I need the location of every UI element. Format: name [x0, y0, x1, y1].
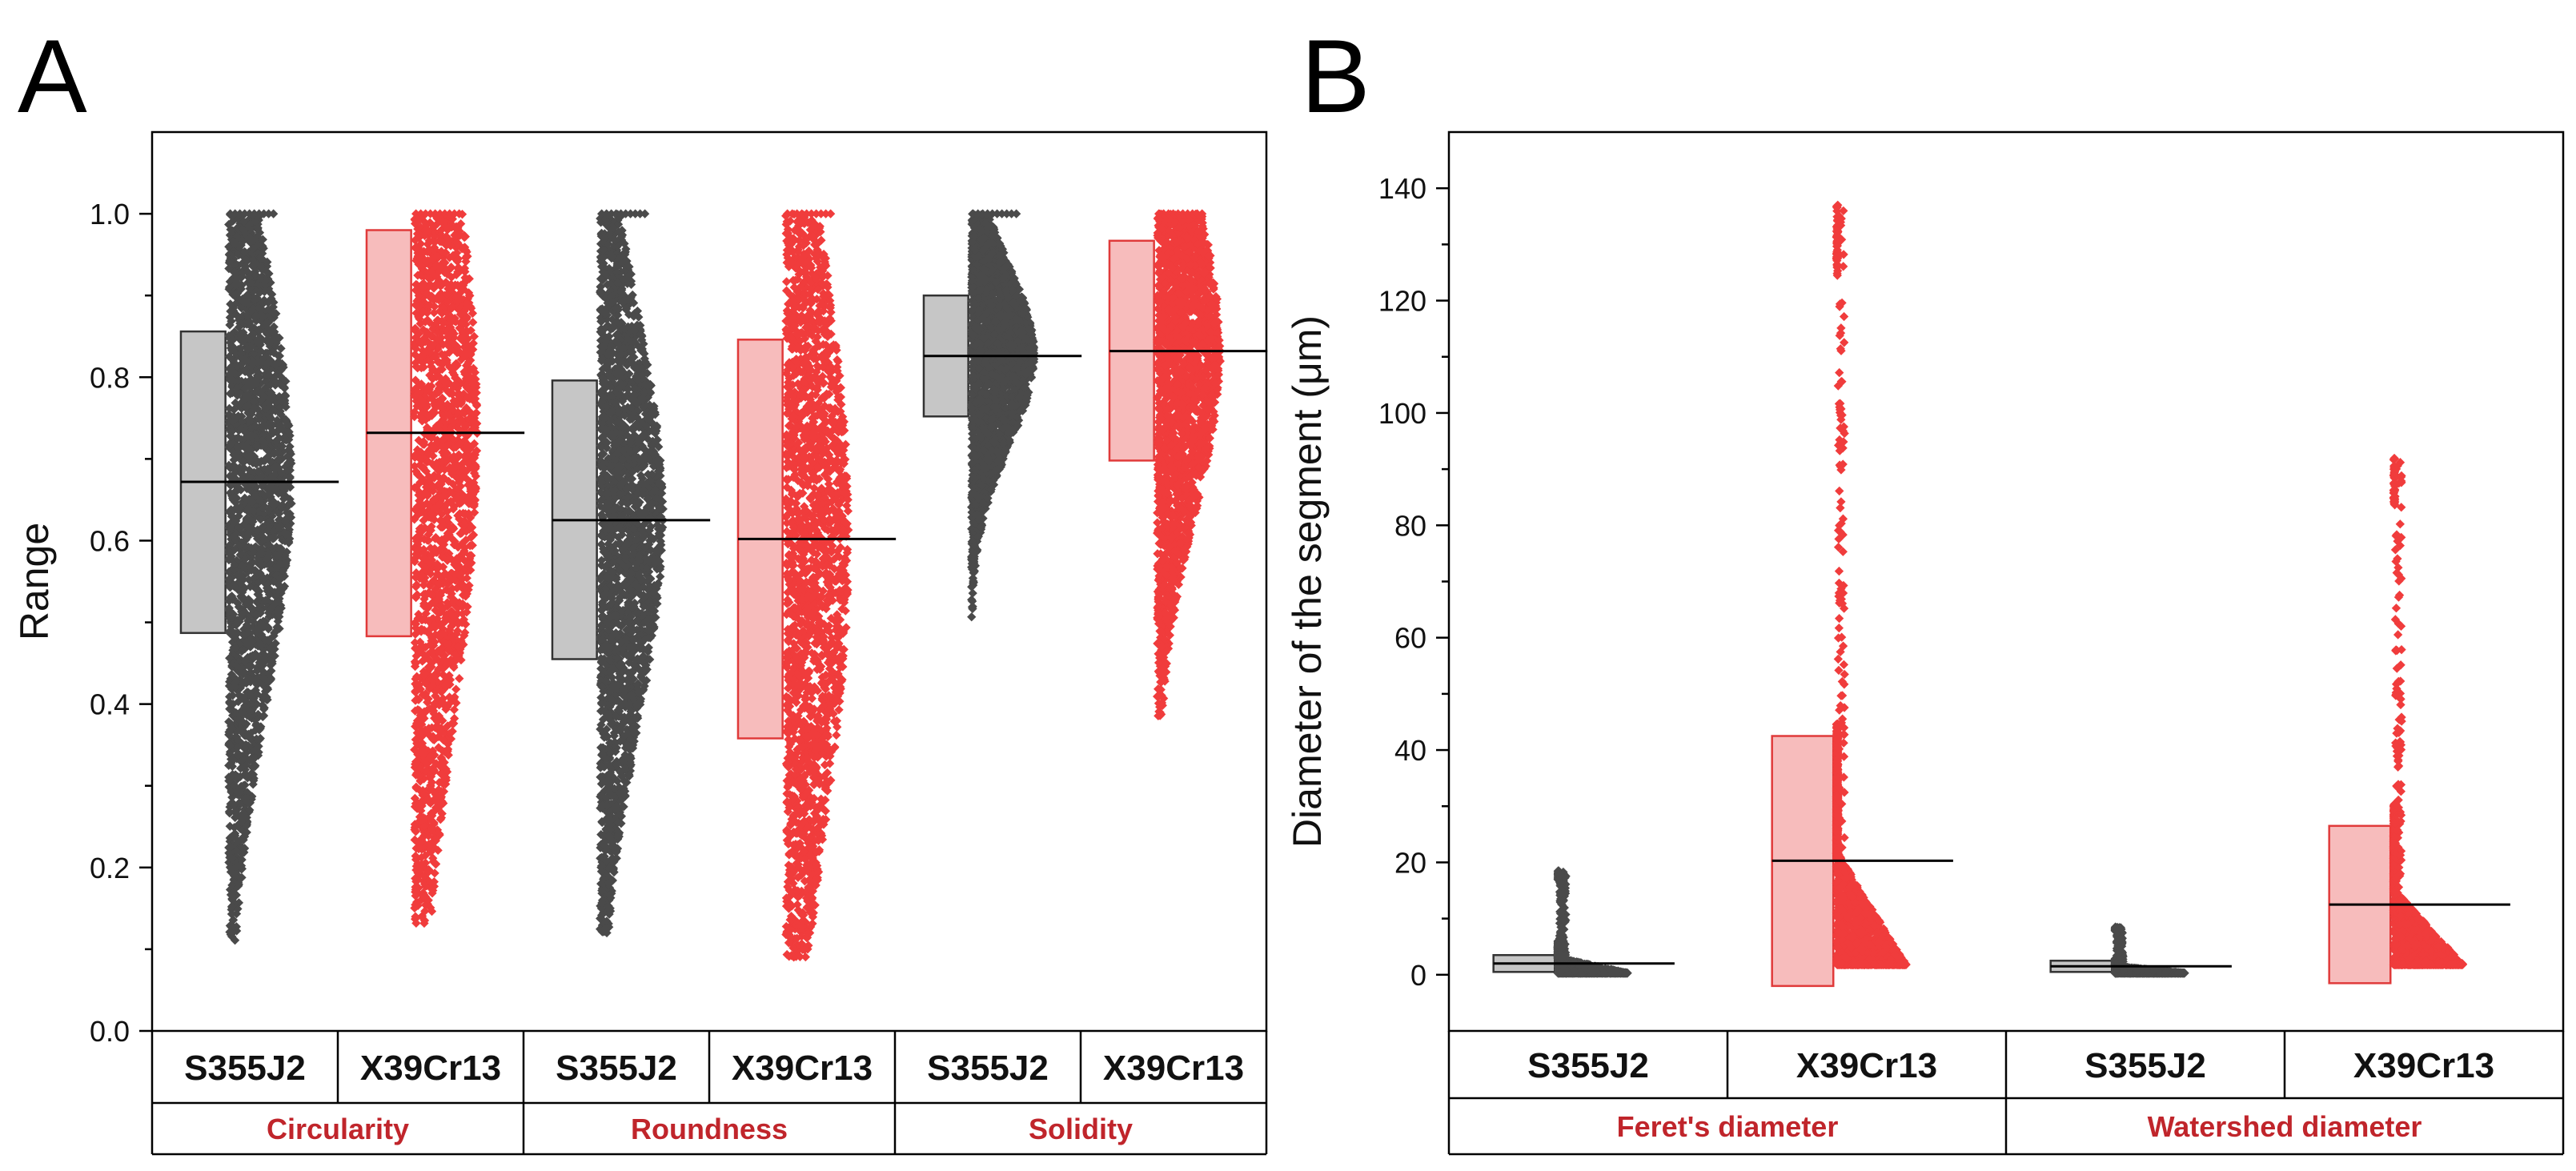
points-x39cr13	[410, 209, 482, 928]
data-point	[269, 209, 278, 218]
group-label: Roundness	[631, 1113, 788, 1145]
category-label: X39Cr13	[732, 1049, 873, 1088]
y-tick-label: 0.0	[90, 1015, 130, 1048]
plot-frame	[152, 132, 1266, 1031]
points-s355j2	[224, 209, 296, 944]
y-tick-label: 0.6	[90, 524, 130, 557]
y-tick-label: 0.2	[90, 852, 130, 884]
category-label: X39Cr13	[1103, 1049, 1244, 1088]
y-tick-label: 0.4	[90, 688, 130, 721]
y-tick-label: 1.0	[90, 198, 130, 231]
y-tick-label: 0.8	[90, 361, 130, 394]
panel-letter-b: B	[1301, 18, 1370, 134]
panel-letter-a: A	[18, 18, 87, 134]
category-label: S355J2	[927, 1049, 1049, 1088]
category-label: S355J2	[184, 1049, 306, 1088]
y-axis-title: Range	[12, 523, 57, 640]
panel-a-chart: 0.0 0.2 0.4 0.6 0.8 1.0 Range S355J2 X39Cr13 S355…	[12, 132, 1267, 1154]
category-label: S355J2	[556, 1049, 677, 1088]
category-label: X39Cr13	[360, 1049, 501, 1088]
group-label: Solidity	[1029, 1113, 1133, 1145]
group-label: Circularity	[267, 1113, 409, 1145]
